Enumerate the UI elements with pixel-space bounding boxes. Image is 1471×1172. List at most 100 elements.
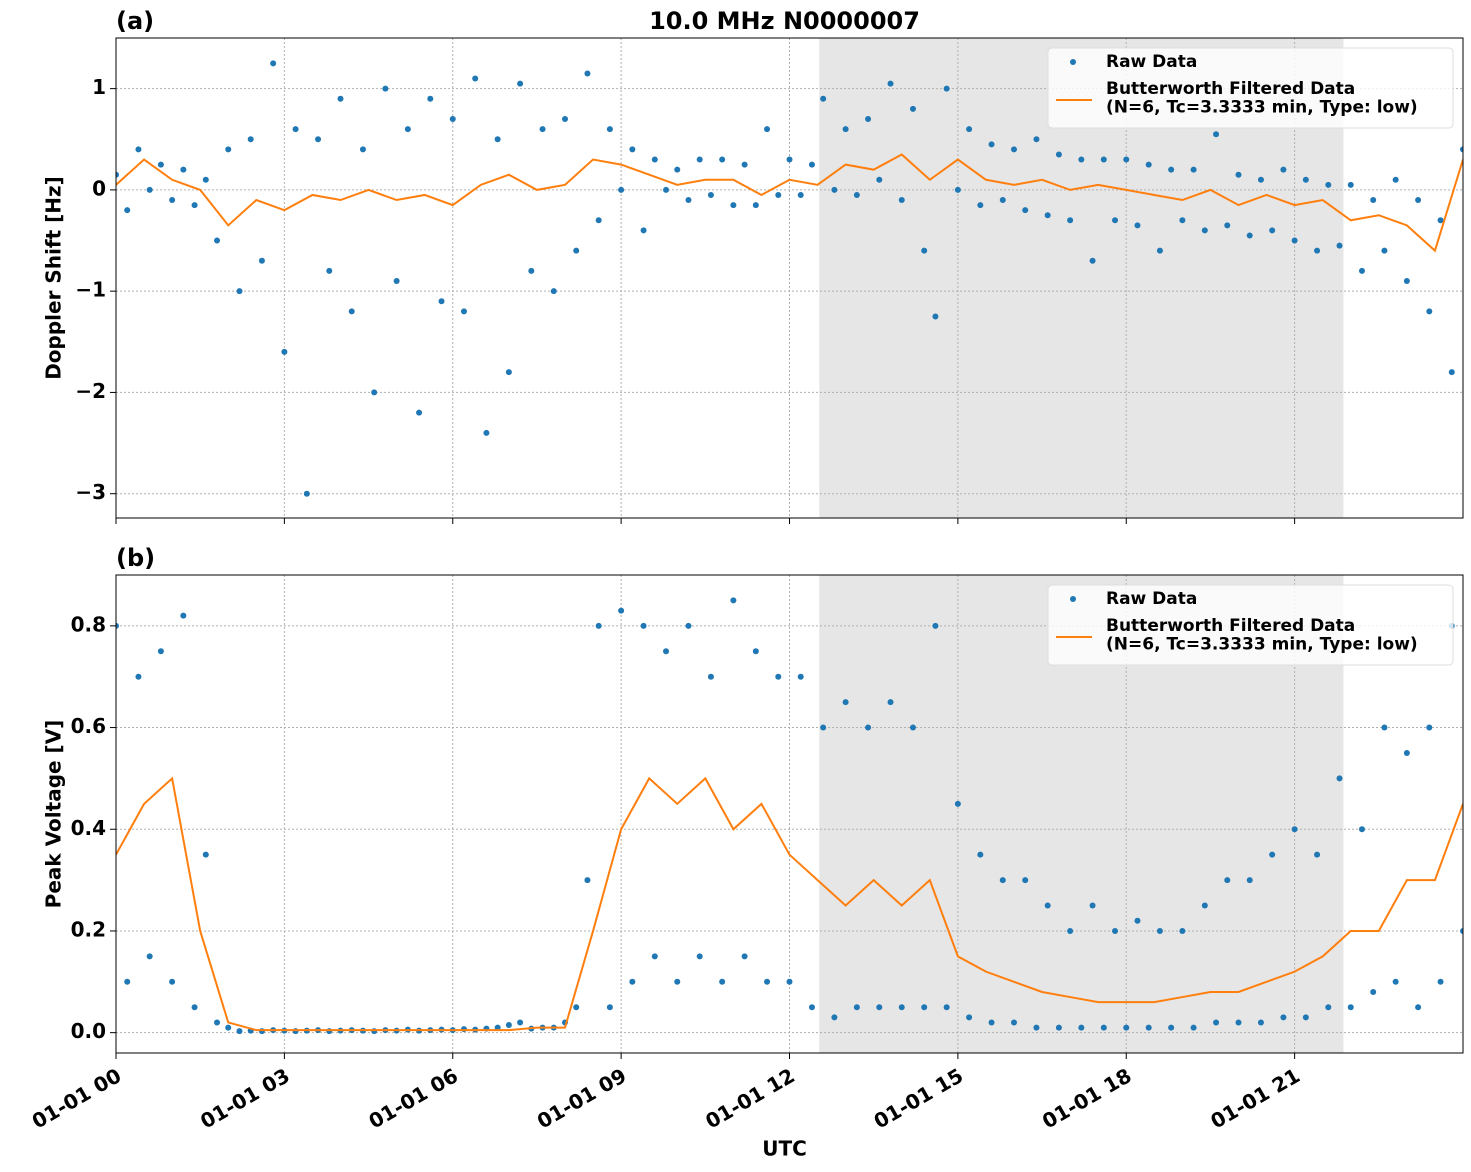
raw-point xyxy=(124,207,131,214)
panel-label: (b) xyxy=(116,544,155,572)
raw-point xyxy=(943,1004,950,1011)
raw-point xyxy=(1011,1019,1017,1026)
raw-point xyxy=(247,136,254,143)
filtered-line xyxy=(116,776,1463,1032)
raw-point xyxy=(752,202,759,209)
raw-point xyxy=(1460,146,1463,153)
raw-point xyxy=(1325,181,1332,188)
raw-point xyxy=(730,202,737,209)
raw-point xyxy=(562,116,568,123)
raw-point xyxy=(258,257,265,264)
raw-point xyxy=(618,607,625,614)
legend-label: Raw Data xyxy=(1106,52,1197,72)
raw-point xyxy=(775,673,782,680)
raw-point xyxy=(606,126,613,133)
raw-point xyxy=(505,369,512,376)
raw-point xyxy=(1156,927,1163,934)
raw-point xyxy=(1201,902,1208,909)
raw-point xyxy=(640,227,647,234)
raw-point xyxy=(202,851,209,858)
plot-area xyxy=(116,60,1463,497)
raw-point xyxy=(517,1019,524,1026)
raw-point xyxy=(1448,369,1455,376)
raw-point xyxy=(988,141,995,148)
raw-point xyxy=(909,724,916,731)
y-tick-label: 0.0 xyxy=(71,1019,106,1043)
raw-point xyxy=(124,978,131,985)
raw-point xyxy=(281,348,288,355)
raw-point xyxy=(584,70,591,77)
legend-marker xyxy=(1070,59,1076,65)
raw-point xyxy=(214,237,221,244)
x-tick-label: 01-01 03 xyxy=(196,1063,294,1133)
raw-point xyxy=(483,429,490,436)
chart-title: 10.0 MHz N0000007 xyxy=(649,7,920,35)
raw-point xyxy=(640,622,647,629)
raw-point xyxy=(116,171,119,178)
raw-point xyxy=(191,202,198,209)
raw-point xyxy=(1100,1024,1107,1031)
raw-point xyxy=(797,191,804,198)
raw-point xyxy=(1100,156,1107,163)
raw-point xyxy=(214,1019,221,1026)
raw-point xyxy=(573,247,580,254)
x-tick-label: 01-01 18 xyxy=(1038,1063,1136,1133)
raw-point xyxy=(618,186,625,193)
legend-label: Butterworth Filtered Data (N=6, Tc=3.3333… xyxy=(1106,79,1418,118)
raw-point xyxy=(999,197,1006,204)
raw-point xyxy=(1415,1004,1422,1011)
raw-point xyxy=(1403,278,1410,285)
raw-point xyxy=(472,75,479,82)
raw-point xyxy=(595,622,602,629)
raw-point xyxy=(169,197,176,204)
raw-point xyxy=(180,612,187,619)
raw-point xyxy=(1067,217,1074,224)
raw-point xyxy=(1437,217,1444,224)
raw-point xyxy=(1314,247,1321,254)
raw-point xyxy=(1392,176,1399,183)
raw-point xyxy=(1168,166,1175,173)
raw-point xyxy=(651,953,658,960)
raw-point xyxy=(1213,131,1220,138)
raw-point xyxy=(135,673,142,680)
raw-point xyxy=(1370,197,1377,204)
raw-point xyxy=(1291,826,1298,833)
raw-point xyxy=(1033,136,1040,143)
raw-point xyxy=(1078,1024,1085,1031)
raw-point xyxy=(943,85,950,92)
raw-point xyxy=(921,1004,928,1011)
y-tick-label: 0 xyxy=(92,176,106,200)
raw-point xyxy=(528,267,535,274)
axes-frame xyxy=(115,37,1464,519)
raw-point xyxy=(404,126,411,133)
raw-point xyxy=(1078,156,1085,163)
raw-point xyxy=(696,953,703,960)
raw-point xyxy=(1213,1019,1220,1026)
raw-point xyxy=(1325,1004,1332,1011)
raw-point xyxy=(954,800,961,807)
raw-point xyxy=(932,313,939,320)
raw-point xyxy=(909,105,916,112)
x-tick-label: 01-01 09 xyxy=(533,1063,631,1133)
raw-point xyxy=(764,126,771,133)
raw-point xyxy=(303,490,310,497)
raw-point xyxy=(550,288,557,295)
raw-point xyxy=(348,308,355,315)
legend: Raw Data Butterworth Filtered Data (N=6, T… xyxy=(1047,584,1454,666)
raw-point xyxy=(853,1004,860,1011)
raw-point xyxy=(988,1019,995,1026)
raw-point xyxy=(1358,826,1365,833)
legend: Raw Data Butterworth Filtered Data (N=6, T… xyxy=(1047,47,1454,129)
legend-box xyxy=(1047,47,1454,129)
raw-point xyxy=(1381,724,1388,731)
raw-point xyxy=(1145,1024,1152,1031)
raw-point xyxy=(831,186,838,193)
y-axis-label: Peak Voltage [V] xyxy=(42,720,66,909)
panel: −3 −2 −1 0 1 (a) 10.0 MHz N0000007 Doppler Shif… xyxy=(42,7,1464,524)
x-tick-label: 01-01 06 xyxy=(364,1063,462,1133)
raw-point xyxy=(202,176,209,183)
raw-point xyxy=(1392,978,1399,985)
raw-point xyxy=(707,673,714,680)
raw-point xyxy=(898,1004,905,1011)
raw-point xyxy=(842,126,849,133)
